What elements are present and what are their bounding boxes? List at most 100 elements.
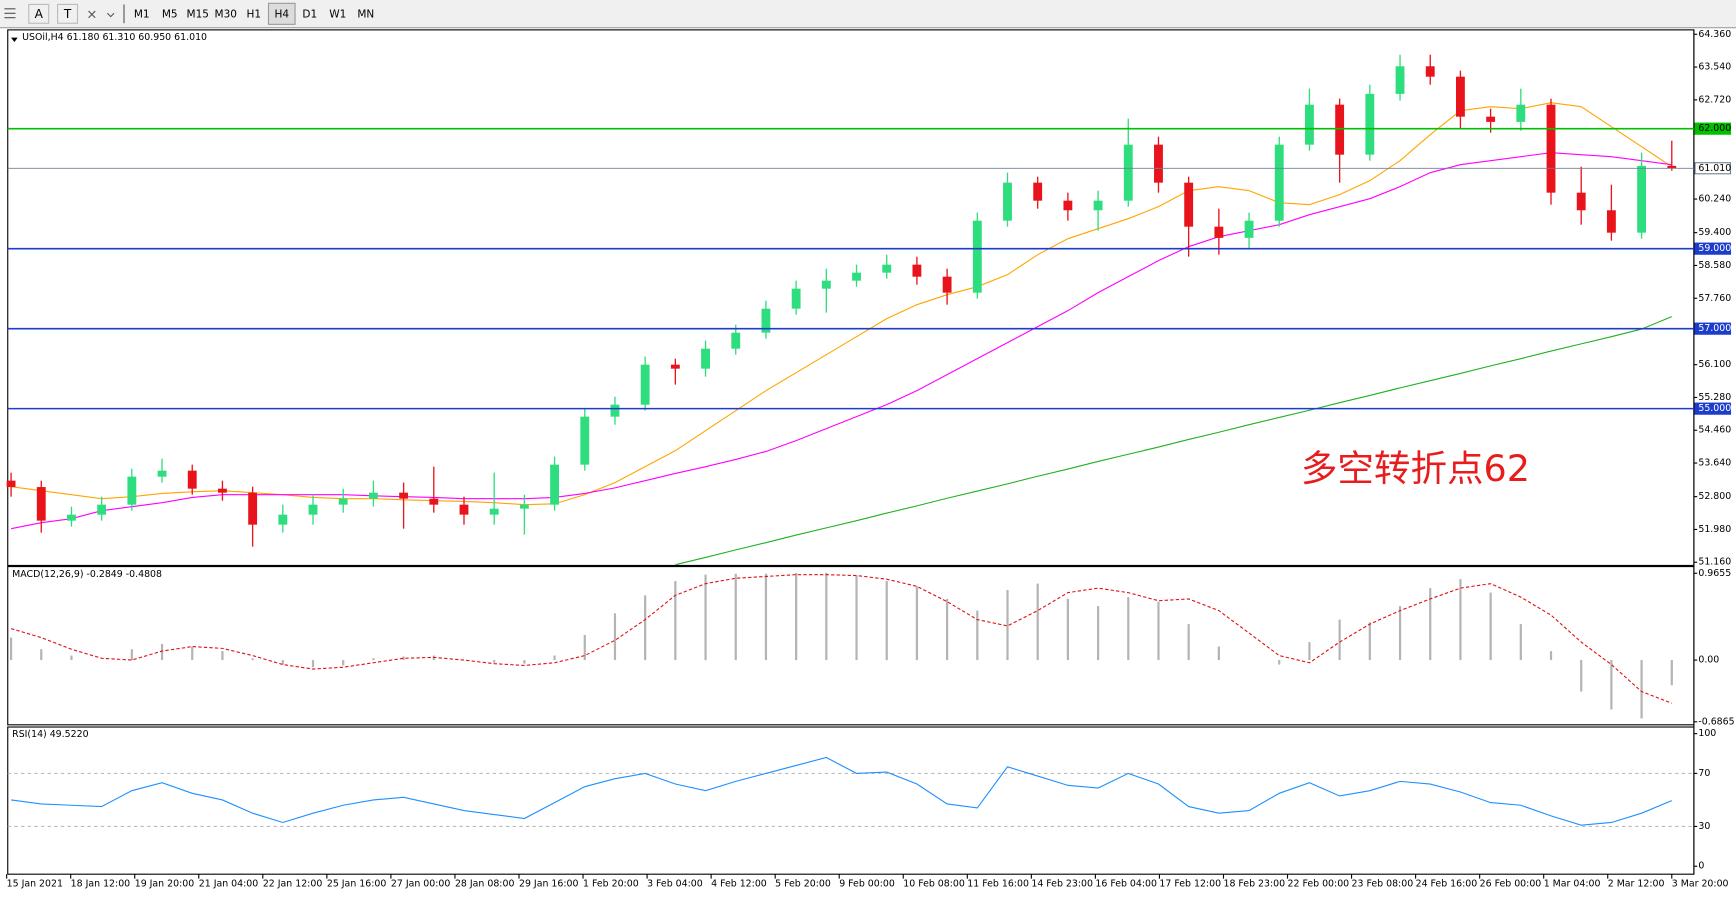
candle-body bbox=[1003, 182, 1012, 221]
candle-body bbox=[972, 220, 982, 293]
time-label: 1 Mar 04:00 bbox=[1544, 879, 1601, 890]
time-label: 10 Feb 08:00 bbox=[903, 879, 965, 890]
y-tick-label: 55.280 bbox=[1698, 392, 1731, 403]
candle-body bbox=[1486, 116, 1496, 122]
y-tick-label: 58.580 bbox=[1698, 260, 1731, 271]
time-label: 5 Feb 20:00 bbox=[775, 879, 831, 890]
tool-label[interactable]: A bbox=[35, 7, 44, 21]
tool-button[interactable] bbox=[28, 3, 50, 24]
level-label: 55.000 bbox=[1698, 403, 1731, 414]
annotation: 多空转折点62 bbox=[1301, 447, 1530, 490]
time-label: 18 Feb 23:00 bbox=[1223, 879, 1285, 890]
timeframe-button[interactable]: M1 bbox=[134, 8, 150, 20]
level-label: 59.000 bbox=[1698, 243, 1731, 254]
pane-title: MACD(12,26,9) -0.2849 -0.4808 bbox=[12, 569, 162, 580]
level-label: 57.000 bbox=[1698, 323, 1731, 334]
y-tick-label: 53.640 bbox=[1698, 458, 1731, 469]
candle-body bbox=[459, 504, 469, 515]
moving-average bbox=[10, 102, 1673, 506]
level-tag bbox=[1694, 122, 1732, 135]
candle-body bbox=[580, 416, 590, 465]
timeframe-button[interactable]: W1 bbox=[329, 8, 346, 20]
level-tag bbox=[1694, 402, 1732, 415]
y-tick-label: 51.160 bbox=[1698, 557, 1731, 568]
candle-body bbox=[308, 504, 318, 515]
menu-icon[interactable] bbox=[4, 8, 16, 19]
toolbar-icons bbox=[4, 4, 125, 24]
candle-body bbox=[731, 332, 741, 349]
timeframe-active[interactable] bbox=[267, 2, 296, 25]
candle-body bbox=[127, 476, 137, 505]
candle-body bbox=[1123, 144, 1133, 201]
moving-average bbox=[675, 316, 1672, 566]
time-label: 18 Jan 12:00 bbox=[71, 879, 130, 890]
candle-body bbox=[1606, 210, 1616, 233]
time-label: 3 Feb 04:00 bbox=[647, 879, 703, 890]
time-label: 19 Jan 20:00 bbox=[135, 879, 194, 890]
timeframe-button[interactable]: M15 bbox=[187, 8, 209, 20]
y-tick-label: 100 bbox=[1698, 728, 1716, 739]
candle-body bbox=[67, 514, 76, 521]
candle-body bbox=[761, 308, 771, 333]
time-label: 16 Feb 04:00 bbox=[1095, 879, 1157, 890]
candle-body bbox=[157, 470, 167, 477]
timeframe-button[interactable]: H1 bbox=[246, 8, 261, 20]
y-tick-label: 0.9655 bbox=[1698, 568, 1731, 579]
candle-body bbox=[1274, 144, 1284, 221]
macd-signal bbox=[10, 574, 1672, 704]
y-tick-label: 70 bbox=[1698, 768, 1710, 779]
timeframe-button[interactable]: M30 bbox=[215, 8, 237, 20]
y-tick-label: 30 bbox=[1698, 821, 1710, 832]
candle-body bbox=[670, 364, 680, 369]
level-label: 61.010 bbox=[1698, 163, 1731, 174]
time-label: 11 Feb 16:00 bbox=[967, 879, 1029, 890]
objects-icon[interactable] bbox=[88, 10, 115, 19]
title-arrow bbox=[11, 37, 18, 43]
y-tick-label: 64.360 bbox=[1698, 29, 1731, 40]
moving-average bbox=[10, 152, 1672, 530]
tool-label[interactable]: T bbox=[63, 7, 72, 21]
level-tag bbox=[1694, 162, 1732, 175]
y-tick-label: 52.800 bbox=[1698, 491, 1731, 502]
y-tick-label: 0.00 bbox=[1698, 655, 1719, 666]
timeframe-button[interactable]: D1 bbox=[302, 8, 317, 20]
timeframe-button[interactable]: H4 bbox=[274, 8, 289, 20]
candle-body bbox=[97, 504, 107, 515]
candle-body bbox=[399, 492, 409, 499]
level-tag bbox=[1694, 242, 1732, 255]
candle-body bbox=[1546, 104, 1556, 193]
time-label: 1 Feb 20:00 bbox=[583, 879, 639, 890]
time-label: 3 Mar 20:00 bbox=[1672, 879, 1729, 890]
candle-body bbox=[1214, 226, 1224, 238]
level-label: 62.000 bbox=[1698, 123, 1731, 134]
candle-body bbox=[1576, 192, 1586, 211]
candle-body bbox=[882, 264, 892, 273]
candle-body bbox=[942, 276, 952, 293]
macd-pane bbox=[7, 566, 1695, 726]
candle-body bbox=[610, 404, 620, 417]
tool-button[interactable] bbox=[57, 3, 79, 24]
candle-body bbox=[1335, 104, 1345, 155]
timeframe-button[interactable]: MN bbox=[357, 8, 374, 20]
candle-body bbox=[429, 498, 439, 505]
candle-body bbox=[640, 364, 650, 405]
candle-body bbox=[550, 464, 560, 505]
candle-body bbox=[701, 348, 710, 369]
candle-body bbox=[248, 492, 258, 525]
candle-body bbox=[1244, 220, 1254, 238]
candle-body bbox=[1395, 66, 1405, 94]
pane-title: RSI(14) 49.5220 bbox=[12, 729, 88, 740]
candle-body bbox=[278, 514, 288, 525]
timeframe-button[interactable]: M5 bbox=[162, 8, 178, 20]
candle-body bbox=[1184, 182, 1194, 227]
candle-body bbox=[368, 492, 378, 499]
time-label: 17 Feb 12:00 bbox=[1159, 879, 1221, 890]
time-label: 26 Feb 00:00 bbox=[1480, 879, 1542, 890]
y-tick-label: 59.400 bbox=[1698, 227, 1731, 238]
candle-body bbox=[912, 264, 922, 277]
candle-body bbox=[1033, 182, 1043, 201]
candle-body bbox=[338, 498, 348, 505]
candle-body bbox=[519, 504, 529, 509]
time-label: 9 Feb 00:00 bbox=[839, 879, 895, 890]
